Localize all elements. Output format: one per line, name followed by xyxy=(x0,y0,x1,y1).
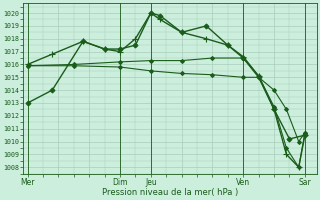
X-axis label: Pression niveau de la mer( hPa ): Pression niveau de la mer( hPa ) xyxy=(102,188,238,197)
